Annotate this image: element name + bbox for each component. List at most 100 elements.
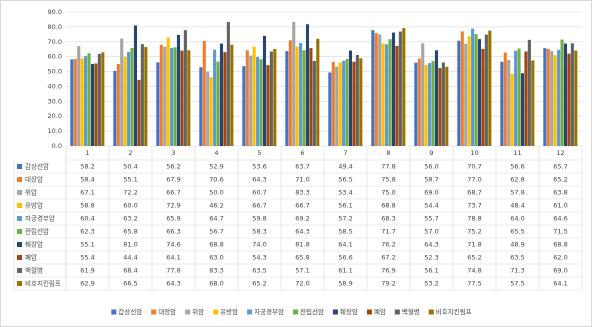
- table-value: 66.7: [252, 202, 266, 210]
- table-value: 58.9: [338, 280, 352, 288]
- bar: [431, 61, 435, 147]
- table-value: 57.5: [510, 280, 524, 288]
- table-value: 81.0: [123, 241, 137, 249]
- table-value: 62.3: [80, 228, 94, 236]
- y-tick-label: 10.0: [48, 127, 62, 135]
- bar: [245, 50, 249, 146]
- table-value: 55.4: [80, 254, 94, 262]
- table-value: 67.9: [166, 176, 180, 184]
- bar: [202, 40, 206, 146]
- table-value: 58.2: [80, 163, 94, 171]
- table-value: 57.8: [510, 189, 524, 197]
- table-value: 68.4: [123, 267, 137, 275]
- bar: [355, 55, 359, 147]
- legend-swatch: [185, 309, 191, 315]
- bar: [285, 51, 289, 146]
- table-value: 63.5: [510, 254, 524, 262]
- legend-swatch: [17, 164, 22, 169]
- bar: [206, 71, 210, 146]
- table-value: 65.7: [553, 163, 567, 171]
- table-value: 65.2: [553, 176, 567, 184]
- bar: [477, 39, 482, 146]
- legend-swatch: [247, 309, 253, 315]
- bar: [335, 66, 339, 146]
- bar: [242, 66, 246, 146]
- bar: [391, 32, 396, 147]
- table-value: 58.3: [252, 228, 266, 236]
- bar: [140, 44, 144, 146]
- table-value: 69.0: [553, 267, 567, 275]
- bar: [226, 21, 230, 146]
- bar: [166, 37, 170, 146]
- table-value: 62.9: [80, 280, 94, 288]
- bar: [417, 58, 421, 147]
- bar: [199, 67, 203, 146]
- legend-swatch: [366, 309, 372, 315]
- bar: [557, 49, 561, 146]
- table-value: 83.3: [209, 267, 223, 275]
- x-tick-label: 8: [386, 149, 390, 157]
- table-value: 58.8: [80, 202, 94, 210]
- bar: [560, 39, 564, 146]
- table-value: 68.7: [467, 189, 481, 197]
- bar: [328, 72, 332, 146]
- table-value: 59.8: [252, 215, 266, 223]
- y-tick-label: 80.0: [48, 23, 62, 31]
- table-value: 54.3: [252, 254, 266, 262]
- x-tick-label: 4: [214, 149, 218, 157]
- bar: [309, 48, 313, 146]
- table-value: 50.0: [209, 189, 223, 197]
- table-value: 48.9: [510, 241, 524, 249]
- bar: [84, 56, 88, 147]
- bar: [292, 21, 296, 146]
- bar: [514, 50, 518, 146]
- table-value: 65.5: [510, 228, 524, 236]
- bar: [374, 33, 378, 146]
- bar: [424, 65, 428, 146]
- legend-label: 위암: [192, 308, 204, 316]
- table-value: 65.8: [295, 254, 309, 262]
- legend-label: 백혈병: [402, 307, 420, 316]
- table-value: 65.9: [166, 215, 180, 223]
- row-label: 자궁경부암: [25, 214, 55, 223]
- table-value: 61.1: [338, 267, 352, 275]
- x-tick-label: 11: [513, 149, 521, 157]
- table-value: 63.0: [209, 254, 223, 262]
- y-tick-label: 0.0: [52, 142, 62, 150]
- bar: [116, 63, 120, 147]
- table-value: 58.7: [424, 176, 438, 184]
- row-label: 갑상선암: [25, 162, 49, 171]
- bar: [460, 31, 464, 147]
- table-value: 66.7: [166, 189, 180, 197]
- legend-swatch: [17, 177, 22, 182]
- x-tick-label: 5: [257, 149, 261, 157]
- table-value: 57.1: [295, 267, 309, 275]
- bar: [471, 28, 475, 147]
- bar: [441, 62, 445, 147]
- bar: [123, 56, 127, 146]
- legend-label: 전립선암: [300, 307, 324, 316]
- bar: [457, 40, 461, 147]
- legend-swatch: [17, 203, 22, 208]
- y-tick-label: 70.0: [48, 38, 62, 46]
- bar: [156, 62, 160, 146]
- table-value: 53.4: [338, 189, 352, 197]
- bar: [507, 59, 511, 146]
- row-label: 유방암: [25, 201, 43, 210]
- bar: [209, 77, 213, 146]
- bar: [531, 60, 535, 147]
- bar: [481, 48, 485, 146]
- table-value: 83.3: [295, 189, 309, 197]
- bar: [295, 46, 299, 146]
- bar: [338, 62, 342, 147]
- bar: [269, 51, 273, 147]
- table-value: 68.0: [209, 280, 223, 288]
- table-value: 53.6: [252, 163, 266, 171]
- bar: [434, 50, 439, 146]
- bar: [94, 63, 98, 146]
- bar: [90, 63, 95, 147]
- bar: [352, 61, 356, 146]
- bar: [113, 70, 117, 146]
- table-value: 77.0: [467, 176, 481, 184]
